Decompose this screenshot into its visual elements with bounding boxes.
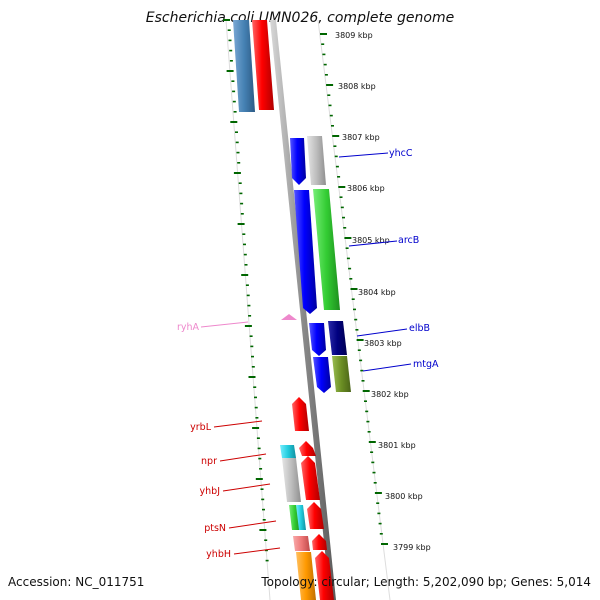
gene-label-npr: npr xyxy=(201,456,217,467)
gene-label-yrbL: yrbL xyxy=(190,422,212,433)
feature-red-forward-arrow-1 xyxy=(299,441,316,456)
gene-label-ptsN: ptsN xyxy=(204,523,226,534)
feature-red-forward-arrow-yhbJ xyxy=(301,456,320,500)
feature-red-forward-arrow-2 xyxy=(307,502,324,529)
gene-label-yhcC: yhcC xyxy=(389,148,413,159)
gene-labels: yhcC arcB ryhA elbB mtgA yrbL npr yhbJ p… xyxy=(177,148,439,560)
gene-label-arcB: arcB xyxy=(398,235,419,246)
inner-ring-border xyxy=(225,19,271,600)
leader-line-elbB xyxy=(356,328,408,337)
feature-red-bar xyxy=(252,20,274,110)
feature-grey-npr xyxy=(282,458,301,502)
leader-line-mtgA xyxy=(362,363,412,372)
feature-orange-block xyxy=(296,552,316,600)
outer-ruler-ticks xyxy=(320,33,388,545)
leader-line-arcB xyxy=(348,240,398,247)
ruler-label: 3809 kbp xyxy=(335,31,373,40)
ruler-label: 3802 kbp xyxy=(371,390,409,399)
gene-label-mtgA: mtgA xyxy=(413,359,439,370)
feature-red-forward-arrow-yrbL xyxy=(292,397,309,431)
feature-green-arcB xyxy=(313,189,340,310)
feature-red-forward-arrow-3 xyxy=(312,534,327,550)
genome-backbone xyxy=(270,20,336,600)
feature-cyan-ptsN xyxy=(296,505,306,530)
feature-blue-reverse-arrow-elbB xyxy=(309,323,326,356)
leader-line-yhbJ xyxy=(222,483,271,492)
leader-line-npr xyxy=(219,453,267,462)
leader-line-yrbL xyxy=(213,420,263,428)
gene-label-ryhA: ryhA xyxy=(177,322,200,333)
ruler-label: 3803 kbp xyxy=(364,339,402,348)
feature-grey-yhcC xyxy=(307,136,326,185)
leader-line-ptsN xyxy=(228,520,277,529)
feature-ryhA-pink-marker xyxy=(281,314,297,320)
gene-label-yhbJ: yhbJ xyxy=(200,486,220,497)
leader-line-yhcC xyxy=(338,152,389,158)
ruler-label: 3799 kbp xyxy=(393,543,431,552)
feature-blue-reverse-arrow-yhcC xyxy=(290,138,306,185)
leader-line-yhbH xyxy=(233,547,281,555)
outer-track-features xyxy=(307,136,351,392)
ruler-label: 3801 kbp xyxy=(378,441,416,450)
feature-olive-mtgA xyxy=(332,356,351,392)
ruler-label: 3805 kbp xyxy=(352,236,390,245)
feature-blue-reverse-arrow-arcB xyxy=(294,190,317,314)
feature-steelblue-bar xyxy=(233,20,255,112)
ruler-label: 3808 kbp xyxy=(338,82,376,91)
ruler-label: 3806 kbp xyxy=(347,184,385,193)
gene-label-yhbH: yhbH xyxy=(206,549,231,560)
feature-blue-reverse-arrow-mtgA xyxy=(313,357,331,393)
ruler-label: 3807 kbp xyxy=(342,133,380,142)
ruler-label: 3804 kbp xyxy=(358,288,396,297)
feature-red-forward-arrow-4 xyxy=(315,551,334,600)
feature-salmon-yhbH xyxy=(293,536,310,551)
ruler-label: 3800 kbp xyxy=(385,492,423,501)
genome-summary-text: Topology: circular; Length: 5,202,090 bp… xyxy=(260,575,591,589)
inner-track-features xyxy=(233,20,334,600)
feature-navy-elbB xyxy=(328,321,347,355)
gene-label-elbB: elbB xyxy=(409,323,430,334)
ruler-labels: 3809 kbp 3808 kbp 3807 kbp 3806 kbp 3805… xyxy=(335,31,431,552)
inner-ruler-ticks xyxy=(223,19,269,562)
leader-line-ryhA xyxy=(200,321,249,328)
feature-cyan-block xyxy=(280,445,296,458)
accession-text: Accession: NC_011751 xyxy=(8,575,144,589)
genome-title: Escherichia coli UMN026, complete genome xyxy=(146,10,454,26)
